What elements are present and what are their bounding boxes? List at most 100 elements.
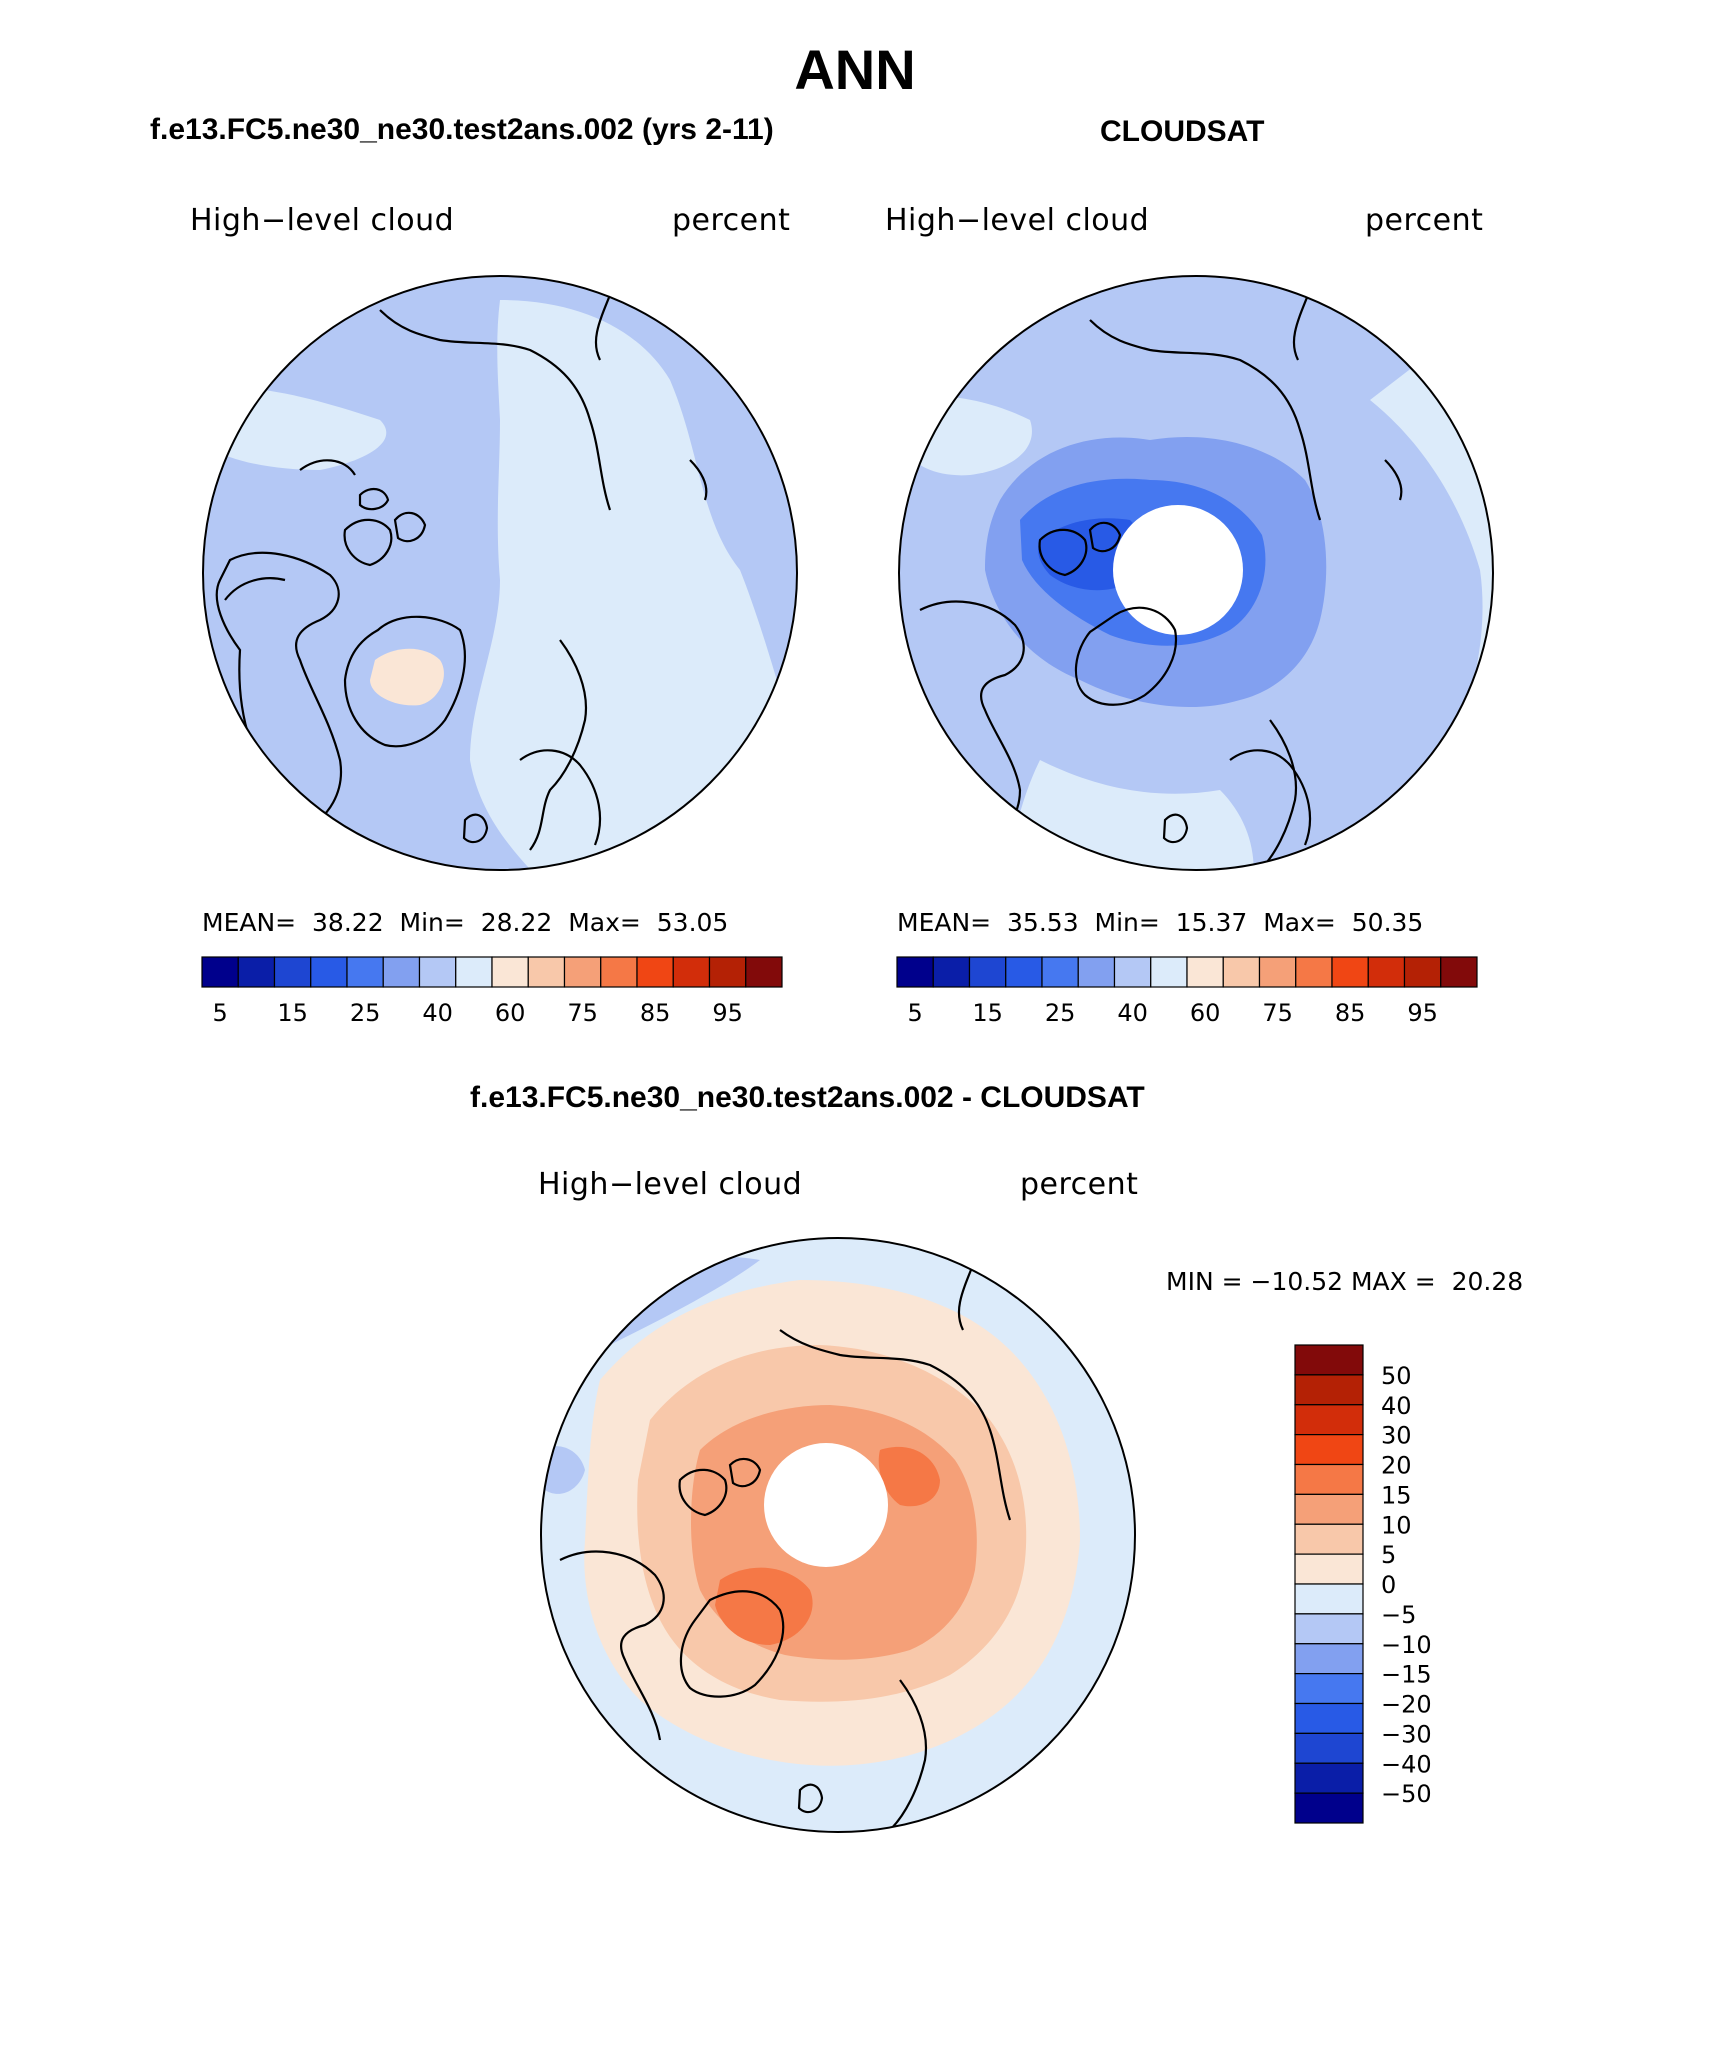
map-1-fill — [203, 276, 797, 870]
colorbar-tick-label: 25 — [350, 999, 381, 1027]
colorbar-swatch — [636, 956, 674, 988]
greenland-coast — [343, 615, 466, 748]
colorbar-swatch — [1331, 956, 1369, 988]
siberia-coast — [1089, 319, 1322, 521]
scandinavia-coast — [1259, 719, 1298, 870]
panel-1-title: f.e13.FC5.ne30_ne30.test2ans.002 (yrs 2-… — [150, 113, 774, 146]
colorbar-swatch — [237, 956, 276, 988]
greenland-coast — [1074, 606, 1178, 706]
max-label: Max= — [568, 908, 641, 937]
colorbar-swatch — [1113, 956, 1152, 988]
colorbar-panel-2: 5 15 25 40 60 75 85 95 — [896, 956, 1478, 1027]
east-asia-coast — [1292, 289, 1403, 501]
colorbar-swatch — [1005, 956, 1043, 988]
map-1-coastlines — [215, 289, 708, 851]
scandinavia-coast — [889, 1679, 928, 1831]
colorbar-swatch — [563, 956, 602, 988]
map-3-positive-15-20-south — [715, 1567, 813, 1645]
british-isles — [462, 813, 489, 844]
colorbar-swatch — [1294, 1344, 1364, 1376]
colorbar-swatch — [672, 956, 711, 988]
colorbar-swatch — [1294, 1523, 1364, 1555]
map-2-fill — [899, 276, 1493, 870]
panel-2-variable-label: High−level cloud — [885, 203, 1150, 238]
panel-3-variable-label: High−level cloud — [538, 1167, 803, 1202]
colorbar-swatch — [1294, 1643, 1364, 1675]
canada-coast — [215, 551, 343, 832]
panel-1-stats: MEAN= 38.22 Min= 28.22 Max= 53.05 — [202, 908, 728, 938]
colorbar-swatch — [1294, 1732, 1364, 1764]
colorbar-tick-label: −5 — [1381, 1601, 1416, 1629]
map-3-coastlines — [559, 1259, 1012, 1831]
map-2-cloudsat — [898, 275, 1494, 871]
colorbar-swatch — [1294, 1404, 1364, 1436]
colorbar-swatch — [1403, 956, 1442, 988]
colorbar-tick-label: −15 — [1381, 1661, 1432, 1689]
max-label: MAX = — [1350, 1267, 1436, 1296]
colorbar-tick-label: 40 — [1381, 1392, 1412, 1420]
colorbar-panel-1: 5 15 25 40 60 75 85 95 — [201, 956, 783, 1027]
map-3-difference — [540, 1237, 1136, 1833]
min-label: MIN = — [1166, 1267, 1243, 1296]
colorbar-swatch — [1440, 956, 1478, 988]
map-1-atlantic-region — [470, 300, 797, 870]
panel-2-title: CLOUDSAT — [1100, 115, 1265, 148]
max-label: Max= — [1263, 908, 1336, 937]
colorbar-tick-label: −30 — [1381, 1720, 1432, 1748]
colorbar-tick-label: 95 — [712, 999, 743, 1027]
canada-coast — [919, 600, 1025, 842]
colorbar-swatch — [346, 956, 384, 988]
min-label: Min= — [1094, 908, 1160, 937]
colorbar-tick-label: 60 — [1190, 999, 1221, 1027]
colorbar-swatch — [1295, 956, 1333, 988]
colorbar-swatch — [1367, 956, 1406, 988]
max-value: 53.05 — [656, 908, 729, 937]
panel-3-units-label: percent — [1020, 1167, 1139, 1202]
colorbar-tick-label: 40 — [422, 999, 453, 1027]
greenland-coast — [679, 1590, 785, 1698]
colorbar-tick-label: 5 — [212, 999, 227, 1027]
east-asia-coast — [594, 289, 708, 501]
british-isles — [797, 1783, 824, 1814]
colorbar-tick-label: 15 — [1381, 1481, 1412, 1509]
colorbar-tick-label: 5 — [1381, 1541, 1396, 1569]
colorbar-tick-label: −10 — [1381, 1631, 1432, 1659]
panel-3-minmax: MIN = −10.52 MAX = 20.28 — [1166, 1267, 1523, 1297]
map-3-boundary — [540, 1237, 1136, 1833]
colorbar-swatch — [310, 956, 348, 988]
colorbar-tick-label: 30 — [1381, 1422, 1412, 1450]
colorbar-swatch — [418, 956, 457, 988]
colorbar-swatch — [1294, 1434, 1364, 1466]
min-value: 15.37 — [1175, 908, 1248, 937]
canadian-archipelago — [678, 1457, 762, 1517]
colorbar-swatch — [1294, 1762, 1364, 1794]
colorbar-swatch — [896, 956, 934, 988]
colorbar-tick-label: 60 — [495, 999, 526, 1027]
canadian-archipelago — [1038, 521, 1122, 577]
colorbar-swatch — [1294, 1374, 1364, 1406]
map-2-boundary — [898, 275, 1494, 871]
colorbar-tick-label: 40 — [1117, 999, 1148, 1027]
colorbar-swatch — [1294, 1673, 1364, 1705]
map-2-missing-data-pole — [1113, 505, 1243, 635]
figure-title: ANN — [794, 38, 916, 101]
alaska-coast — [224, 459, 356, 601]
colorbar-tick-label: 15 — [277, 999, 308, 1027]
colorbar-tick-label: 0 — [1381, 1571, 1396, 1599]
colorbar-swatch — [201, 956, 239, 988]
panel-2-stats: MEAN= 35.53 Min= 15.37 Max= 50.35 — [897, 908, 1423, 938]
colorbar-swatch — [1294, 1702, 1364, 1734]
europe-coast — [1229, 749, 1312, 846]
mean-label: MEAN= — [202, 908, 297, 937]
colorbar-swatch — [382, 956, 421, 988]
panel-1-variable-label: High−level cloud — [190, 203, 455, 238]
panel-3-title: f.e13.FC5.ne30_ne30.test2ans.002 - CLOUD… — [470, 1081, 1145, 1114]
min-label: Min= — [399, 908, 465, 937]
canadian-archipelago — [343, 487, 427, 567]
colorbar-swatch — [491, 956, 529, 988]
colorbar-swatch — [932, 956, 971, 988]
map-1-greenland-patch — [370, 648, 444, 706]
colorbar-swatch — [1294, 1463, 1364, 1495]
colorbar-swatch — [1150, 956, 1188, 988]
